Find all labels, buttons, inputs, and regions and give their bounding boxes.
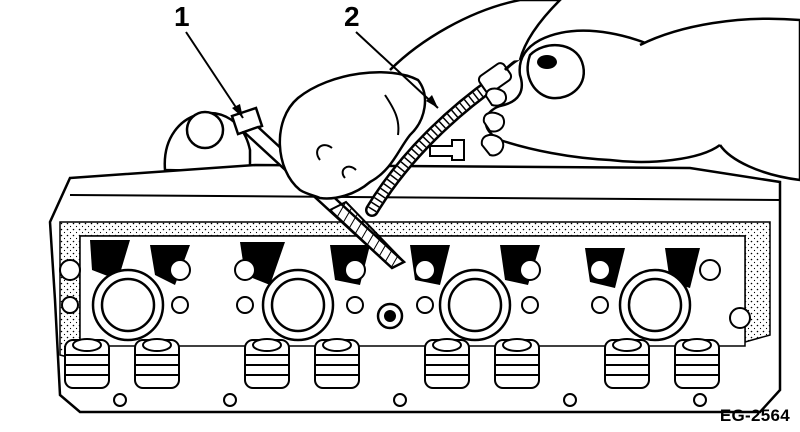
rocker-studs: [59, 259, 751, 329]
valve-spring: [494, 338, 540, 389]
valve-spring: [134, 338, 180, 389]
callout-label-2: 2: [344, 1, 360, 32]
right-hand-fingers: [480, 87, 508, 157]
valve-spring: [64, 338, 110, 389]
head-bolt-holes: [113, 393, 707, 407]
rubber-bulb: [526, 43, 585, 100]
valve-seats: [91, 268, 692, 342]
pipe-fitting: [429, 139, 465, 161]
leader-line-2: [355, 31, 439, 109]
upper-sleeve: [389, 0, 562, 71]
valve-spring: [674, 338, 720, 389]
valve-spring: [424, 338, 470, 389]
valve-spring: [244, 338, 290, 389]
flexible-probe: [365, 51, 551, 217]
callout-label-1: 1: [174, 1, 190, 32]
head-top-edge: [69, 194, 781, 201]
figure-code: EG-2564: [719, 406, 790, 425]
valve-spring: [604, 338, 650, 389]
valve-springs: [64, 338, 720, 389]
valve-spring: [314, 338, 360, 389]
mounting-ear-hole: [185, 110, 225, 150]
left-hand: [278, 70, 427, 200]
leader-line-1: [185, 31, 244, 119]
